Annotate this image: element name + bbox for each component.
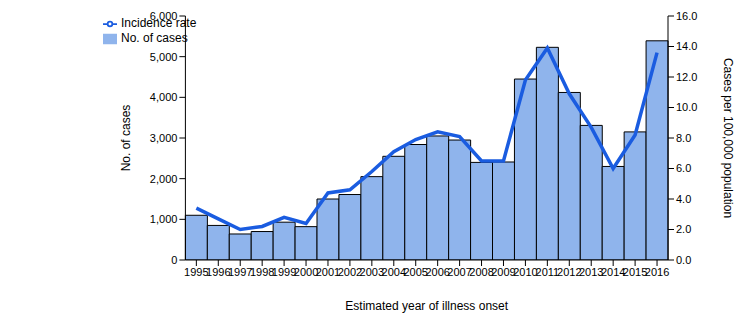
svg-text:2012: 2012	[557, 266, 581, 278]
svg-text:12.0: 12.0	[676, 71, 697, 83]
svg-text:14.0: 14.0	[676, 40, 697, 52]
svg-text:2006: 2006	[425, 266, 449, 278]
svg-text:2005: 2005	[403, 266, 427, 278]
svg-text:2013: 2013	[579, 266, 603, 278]
svg-text:16.0: 16.0	[676, 10, 697, 22]
svg-text:No. of cases: No. of cases	[119, 105, 133, 172]
svg-text:6,000: 6,000	[150, 10, 178, 22]
svg-text:6.0: 6.0	[676, 162, 691, 174]
svg-text:2007: 2007	[447, 266, 471, 278]
svg-text:Estimated year of illness onse: Estimated year of illness onset	[345, 299, 508, 313]
svg-text:2003: 2003	[360, 266, 384, 278]
svg-text:1999: 1999	[272, 266, 296, 278]
svg-text:1997: 1997	[228, 266, 252, 278]
svg-text:0.0: 0.0	[676, 254, 691, 266]
svg-text:2000: 2000	[294, 266, 318, 278]
svg-text:0: 0	[171, 254, 177, 266]
svg-text:1,000: 1,000	[150, 213, 178, 225]
svg-text:2,000: 2,000	[150, 173, 178, 185]
svg-text:10.0: 10.0	[676, 101, 697, 113]
svg-text:3,000: 3,000	[150, 132, 178, 144]
svg-text:2.0: 2.0	[676, 223, 691, 235]
svg-text:2001: 2001	[316, 266, 340, 278]
svg-text:1996: 1996	[206, 266, 230, 278]
svg-text:2004: 2004	[382, 266, 406, 278]
svg-text:2002: 2002	[338, 266, 362, 278]
svg-text:2008: 2008	[469, 266, 493, 278]
svg-text:2011: 2011	[536, 266, 560, 278]
svg-text:2009: 2009	[491, 266, 515, 278]
svg-text:4.0: 4.0	[676, 193, 691, 205]
svg-text:2015: 2015	[623, 266, 647, 278]
svg-text:1995: 1995	[184, 266, 208, 278]
svg-text:5,000: 5,000	[150, 51, 178, 63]
svg-text:Cases per 100,000 population: Cases per 100,000 population	[721, 58, 735, 218]
svg-text:2016: 2016	[645, 266, 669, 278]
svg-text:8.0: 8.0	[676, 132, 691, 144]
svg-text:4,000: 4,000	[150, 91, 178, 103]
svg-text:2014: 2014	[601, 266, 625, 278]
svg-text:1998: 1998	[250, 266, 274, 278]
svg-text:2010: 2010	[513, 266, 537, 278]
